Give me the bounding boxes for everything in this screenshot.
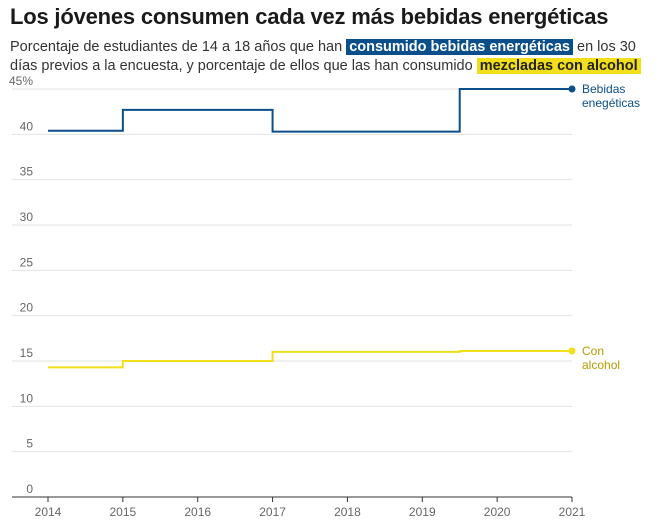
x-tick-label: 2017	[259, 505, 286, 519]
subtitle-text-2: en los 30 días previos a la encuesta, y …	[10, 39, 636, 74]
series-end-marker	[568, 85, 576, 93]
y-tick-label: 10	[20, 391, 34, 405]
subtitle-highlight-alcohol: mezcladas con alcohol	[476, 58, 641, 74]
subtitle-highlight-energy: consumido bebidas energéticas	[346, 39, 573, 55]
x-tick-label: 2016	[184, 505, 211, 519]
y-tick-label: 0	[26, 482, 33, 496]
x-tick-label: 2021	[559, 505, 586, 519]
x-tick-label: 2020	[484, 505, 511, 519]
series-end-label-line: enegéticas	[582, 96, 640, 110]
chart-title: Los jóvenes consumen cada vez más bebida…	[10, 4, 609, 29]
y-tick-label: 5	[26, 437, 33, 451]
y-tick-label: 15	[20, 346, 34, 360]
x-tick-label: 2018	[334, 505, 361, 519]
y-tick-label: 25	[20, 255, 34, 269]
series-end-label: Con alcohol	[582, 344, 620, 372]
series	[48, 85, 576, 369]
gridlines	[12, 88, 572, 453]
subtitle-text-1: Porcentaje de estudiantes de 14 a 18 año…	[10, 39, 347, 55]
y-tick-label: 40	[20, 119, 34, 133]
y-tick-label: 30	[20, 210, 34, 224]
y-tick-label: 45%	[9, 74, 33, 88]
series-end-label-line: Con	[582, 344, 604, 358]
series-end-label-line: alcohol	[582, 358, 620, 372]
series-end-label-line: Bebidas	[582, 82, 625, 96]
x-tick-label: 2014	[35, 505, 62, 519]
y-tick-label: 20	[20, 301, 34, 315]
series-labels: Bebidas enegéticas Con alcohol	[582, 82, 640, 372]
series-end-marker	[568, 347, 576, 355]
x-tick-label: 2015	[110, 505, 137, 519]
series-line	[48, 350, 572, 369]
chart-subtitle: Porcentaje de estudiantes de 14 a 18 año…	[10, 38, 650, 76]
y-tick-label: 35	[20, 165, 34, 179]
series-end-label: Bebidas enegéticas	[582, 82, 640, 110]
x-tick-label: 2019	[409, 505, 436, 519]
series-line	[48, 88, 572, 133]
